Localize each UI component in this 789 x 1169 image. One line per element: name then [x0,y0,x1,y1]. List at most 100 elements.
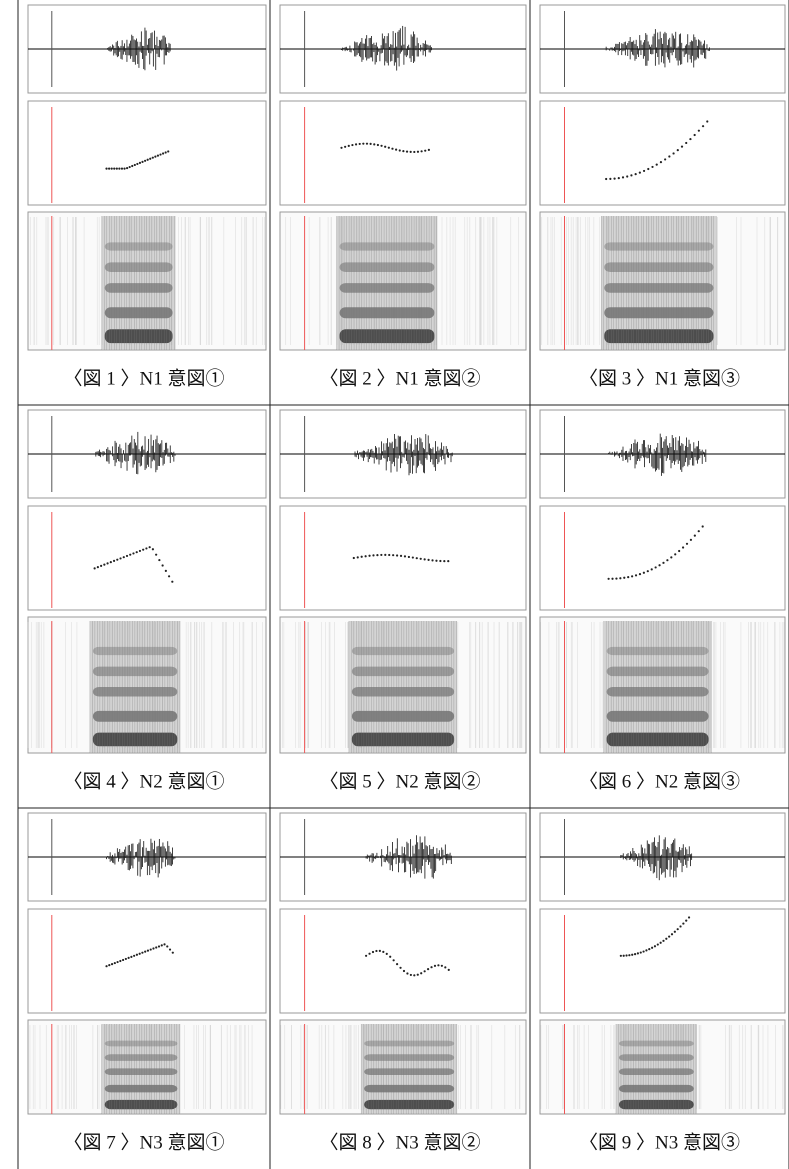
pitch-dot [447,968,450,971]
formant-band [606,710,709,722]
pitch-dot [155,553,158,556]
pitch-dot [674,553,677,556]
pitch-dot [642,169,646,173]
pitch-dot [420,972,423,975]
pitch-dot [444,966,447,969]
pitch-dot [431,559,434,562]
pitch-dot [617,177,620,180]
pitch-dot [405,150,409,153]
pitch-dot [426,968,430,971]
pitch-dot [136,162,139,166]
pitch-dot [648,948,651,951]
pitch-dot [647,167,650,171]
formant-band [104,1054,178,1061]
pitch-dot [633,953,637,956]
pitch-dot [135,551,138,554]
pitch-dot [138,549,142,553]
figure-caption: 〈図 3 〉N1 意図③ [579,367,740,389]
formant-band [104,283,173,293]
pitch-box [27,908,267,1014]
pitch-dot [402,150,405,153]
figure-panel: 〈図 8 〉N3 意図② [279,812,527,1153]
formant-band [364,1099,455,1110]
pitch-dot [141,951,144,954]
pitch-dot [116,558,119,561]
pitch-dot [132,552,135,555]
formant-band [104,307,173,319]
formant-band [351,666,455,677]
pitch-dot [157,945,161,948]
formant-band [104,1068,178,1075]
pitch-dot [402,969,406,973]
pitch-dot [129,553,132,556]
figure-caption: 〈図 2 〉N1 意図② [320,367,481,389]
pitch-dot [105,167,108,170]
pitch-dot [155,946,158,949]
pitch-dot [399,966,402,969]
figure-panel: 〈図 2 〉N1 意図② [279,4,527,389]
pitch-dot [626,175,629,178]
pitch-dot [685,919,688,922]
pitch-dot [160,944,163,947]
pitch-dot [371,950,375,954]
pitch-dot [613,177,616,180]
pitch-dot [655,163,658,166]
figure-caption: 〈図 8 〉N3 意図② [320,1131,481,1153]
pitch-dot [112,559,116,563]
pitch-dot [148,546,151,549]
pitch-dot [119,959,122,963]
pitch-dot [665,937,668,940]
formant-band [606,666,709,677]
figure-panel: 〈図 4 〉N2 意図① [27,409,267,792]
pitch-dot [439,559,442,563]
pitch-dot [399,554,403,557]
pitch-dot [642,571,645,574]
pitch-dot [678,549,681,553]
pitch-dot [609,177,612,181]
pitch-dot [639,951,642,954]
figure-panel: 〈図 3 〉N1 意図③ [539,4,786,389]
pitch-dot [171,580,174,583]
pitch-dot [124,957,127,961]
pitch-dot [130,955,133,958]
formant-band [339,262,435,273]
pitch-dot [118,167,121,170]
pitch-dot [164,151,167,154]
pitch-dot [622,954,625,957]
pitch-dot [447,560,450,563]
pitch-dot [167,150,170,153]
pitch-dot [108,964,111,967]
formant-band [618,1054,694,1061]
formant-band [351,710,455,722]
pitch-dot [623,576,626,579]
pitch-dot [122,958,125,962]
pitch-dot [368,554,371,557]
formant-band [104,242,173,251]
pitch-dot [664,158,667,161]
pitch-dot [424,149,427,152]
pitch-dot [375,949,378,953]
figure-panel: 〈図 5 〉N2 意図② [279,409,527,792]
pitch-box [279,100,527,206]
pitch-dot [376,143,380,147]
pitch-dot [152,947,155,950]
pitch-dot [611,577,614,580]
pitch-dot [382,950,385,953]
pitch-dot [706,120,709,123]
figure-caption: 〈図 7 〉N3 意図① [64,1131,225,1153]
pitch-dot [427,558,430,562]
pitch-dot [670,556,673,559]
pitch-dot [659,161,663,164]
pitch-dot [679,925,682,928]
figure-panel: 〈図 7 〉N3 意図① [27,812,267,1153]
pitch-dot [123,167,126,170]
pitch-dot [93,567,96,570]
pitch-dot [673,930,676,933]
pitch-dot [373,143,376,146]
formant-band [364,1068,455,1075]
pitch-dot [638,171,641,174]
pitch-dot [365,142,369,145]
pitch-dot [670,933,674,936]
pitch-dot [146,949,150,952]
